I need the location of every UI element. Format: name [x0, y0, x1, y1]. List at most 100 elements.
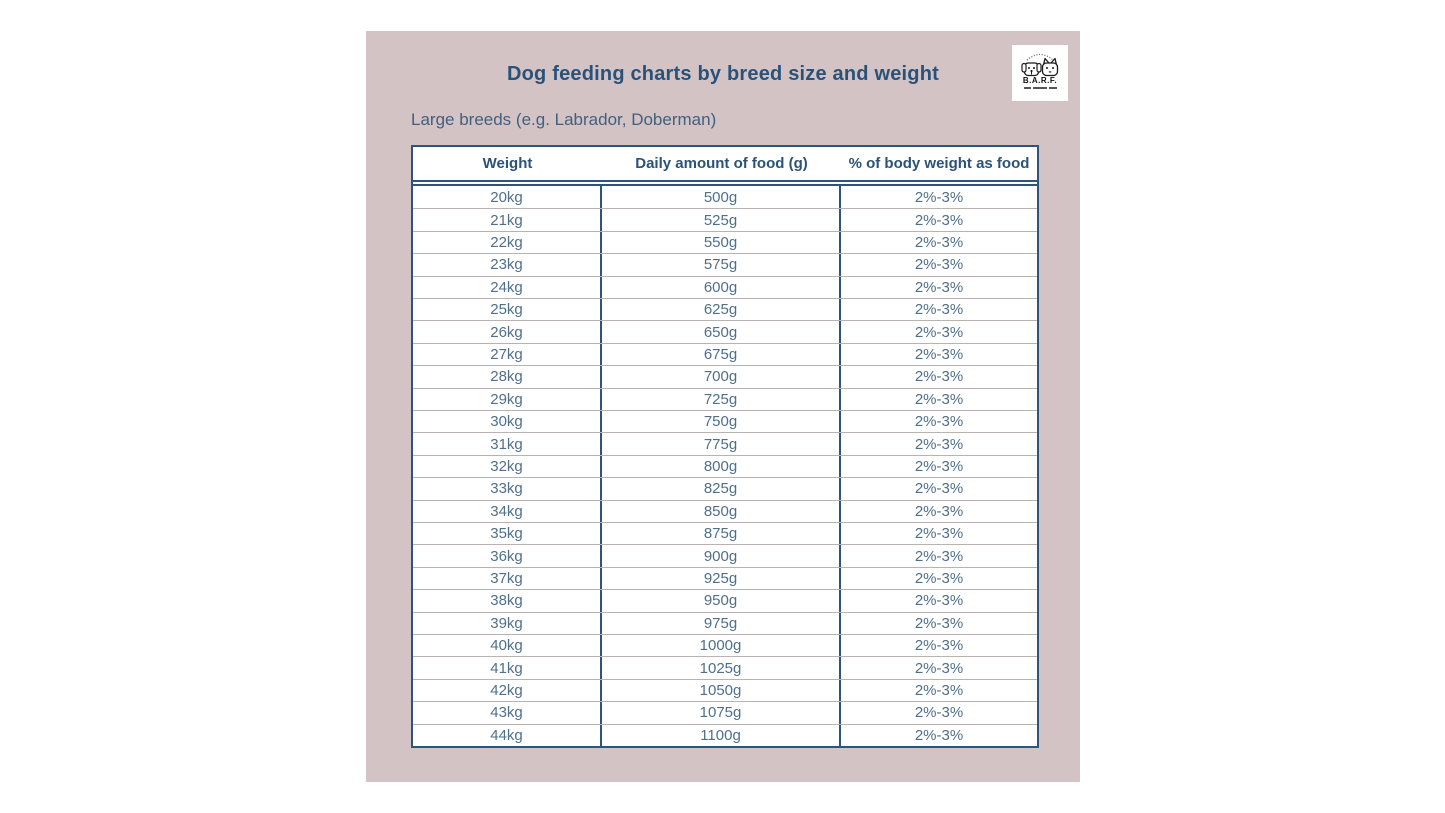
table-cell: 32kg [413, 455, 602, 478]
table-row: 25kg 625g 2%-3% [413, 297, 1037, 321]
table-row: 29kg 725g 2%-3% [413, 387, 1037, 410]
table-cell: 2%-3% [914, 345, 964, 363]
section-subtitle: Large breeds (e.g. Labrador, Doberman) [411, 110, 717, 129]
header-body-divider [413, 182, 1037, 184]
table-cell: 1075g [602, 702, 841, 724]
table-cell: 1100g [602, 724, 841, 746]
table-cell: 1025g [602, 657, 841, 679]
table-cell: 2%-3% [914, 569, 964, 587]
table-cell: 2%-3% [914, 323, 964, 341]
column-header-weight: Weight [482, 155, 533, 172]
table-cell: 700g [602, 366, 841, 388]
table-row: 23kg 575g 2%-3% [413, 253, 1037, 276]
table-cell: 2%-3% [914, 614, 964, 632]
table-row: 43kg 1075g 2%-3% [413, 701, 1037, 724]
table-cell: 2%-3% [914, 726, 964, 744]
table-row: 32kg 800g 2%-3% [413, 454, 1037, 478]
table-cell: 23kg [413, 254, 602, 276]
table-row: 36kg 900g 2%-3% [413, 544, 1037, 567]
table-cell: 975g [602, 612, 841, 634]
table-cell: 2%-3% [914, 480, 964, 498]
table-cell: 33kg [413, 478, 602, 500]
column-header-daily-amount: Daily amount of food (g) [635, 155, 808, 172]
table-cell: 2%-3% [914, 390, 964, 408]
table-cell: 30kg [413, 410, 602, 433]
table-row: 21kg 525g 2%-3% [413, 208, 1037, 231]
table-cell: 2%-3% [914, 704, 964, 722]
table-row: 24kg 600g 2%-3% [413, 275, 1037, 298]
table-cell: 2%-3% [914, 525, 964, 543]
table-cell: 44kg [413, 724, 602, 746]
table-cell: 2%-3% [914, 188, 964, 206]
table-cell: 38kg [413, 590, 602, 612]
table-row: 28kg 700g 2%-3% [413, 365, 1037, 388]
table-row: 30kg 750g 2%-3% [413, 409, 1037, 433]
table-cell: 2%-3% [914, 457, 964, 475]
table-cell: 500g [602, 186, 841, 209]
table-cell: 775g [602, 433, 841, 455]
table-row: 31kg 775g 2%-3% [413, 432, 1037, 455]
table-cell: 24kg [413, 276, 602, 298]
table-cell: 22kg [413, 231, 602, 254]
table-cell: 625g [602, 298, 841, 321]
table-cell: 925g [602, 567, 841, 590]
table-cell: 2%-3% [914, 211, 964, 229]
table-cell: 650g [602, 321, 841, 343]
table-cell: 43kg [413, 702, 602, 724]
table-cell: 2%-3% [914, 502, 964, 520]
table-row: 33kg 825g 2%-3% [413, 477, 1037, 500]
table-cell: 37kg [413, 567, 602, 590]
table-cell: 2%-3% [914, 681, 964, 699]
table-cell: 750g [602, 410, 841, 433]
table-row: 26kg 650g 2%-3% [413, 320, 1037, 343]
table-cell: 1000g [602, 634, 841, 657]
logo-wordmark: B.A.R.F. [1022, 76, 1058, 85]
logo-arc-text [1026, 53, 1054, 61]
infographic-panel: Dog feeding charts by breed size and wei… [366, 31, 1080, 782]
table-cell: 40kg [413, 634, 602, 657]
page-title: Dog feeding charts by breed size and wei… [506, 63, 939, 85]
table-cell: 42kg [413, 679, 602, 702]
dog-cat-icon [1021, 53, 1059, 77]
table-row: 44kg 1100g 2%-3% [413, 723, 1037, 746]
table-cell: 900g [602, 545, 841, 567]
table-cell: 2%-3% [914, 278, 964, 296]
table-cell: 26kg [413, 321, 602, 343]
table-cell: 20kg [413, 186, 602, 209]
table-body: 20kg 500g 2%-3% 21kg 525g 2%-3% 22kg 550g 2%-3% 2… [413, 184, 1037, 746]
table-cell: 41kg [413, 657, 602, 679]
table-cell: 1050g [602, 679, 841, 702]
table-cell: 875g [602, 522, 841, 545]
column-header-percent-body-weight: % of body weight as food [848, 155, 1030, 172]
table-cell: 2%-3% [914, 659, 964, 677]
table-header-row: Weight Daily amount of food (g) % of bod… [413, 147, 1037, 182]
table-row: 27kg 675g 2%-3% [413, 342, 1037, 366]
table-cell: 2%-3% [914, 256, 964, 274]
table-row: 41kg 1025g 2%-3% [413, 656, 1037, 679]
table-cell: 39kg [413, 612, 602, 634]
table-cell: 31kg [413, 433, 602, 455]
table-cell: 2%-3% [914, 413, 964, 431]
table-cell: 2%-3% [914, 637, 964, 655]
table-row: 20kg 500g 2%-3% [413, 186, 1037, 209]
table-cell: 28kg [413, 366, 602, 388]
table-cell: 35kg [413, 522, 602, 545]
table-cell: 950g [602, 590, 841, 612]
table-row: 38kg 950g 2%-3% [413, 589, 1037, 612]
table-row: 22kg 550g 2%-3% [413, 230, 1037, 254]
table-row: 37kg 925g 2%-3% [413, 566, 1037, 590]
table-row: 40kg 1000g 2%-3% [413, 633, 1037, 657]
table-cell: 2%-3% [914, 592, 964, 610]
table-cell: 2%-3% [914, 233, 964, 251]
table-cell: 525g [602, 209, 841, 231]
table-cell: 21kg [413, 209, 602, 231]
table-cell: 29kg [413, 388, 602, 410]
barf-logo: B.A.R.F. [1012, 45, 1068, 101]
table-row: 35kg 875g 2%-3% [413, 521, 1037, 545]
table-row: 39kg 975g 2%-3% [413, 611, 1037, 634]
table-row: 42kg 1050g 2%-3% [413, 678, 1037, 702]
table-cell: 25kg [413, 298, 602, 321]
table-cell: 27kg [413, 343, 602, 366]
table-cell: 2%-3% [914, 435, 964, 453]
